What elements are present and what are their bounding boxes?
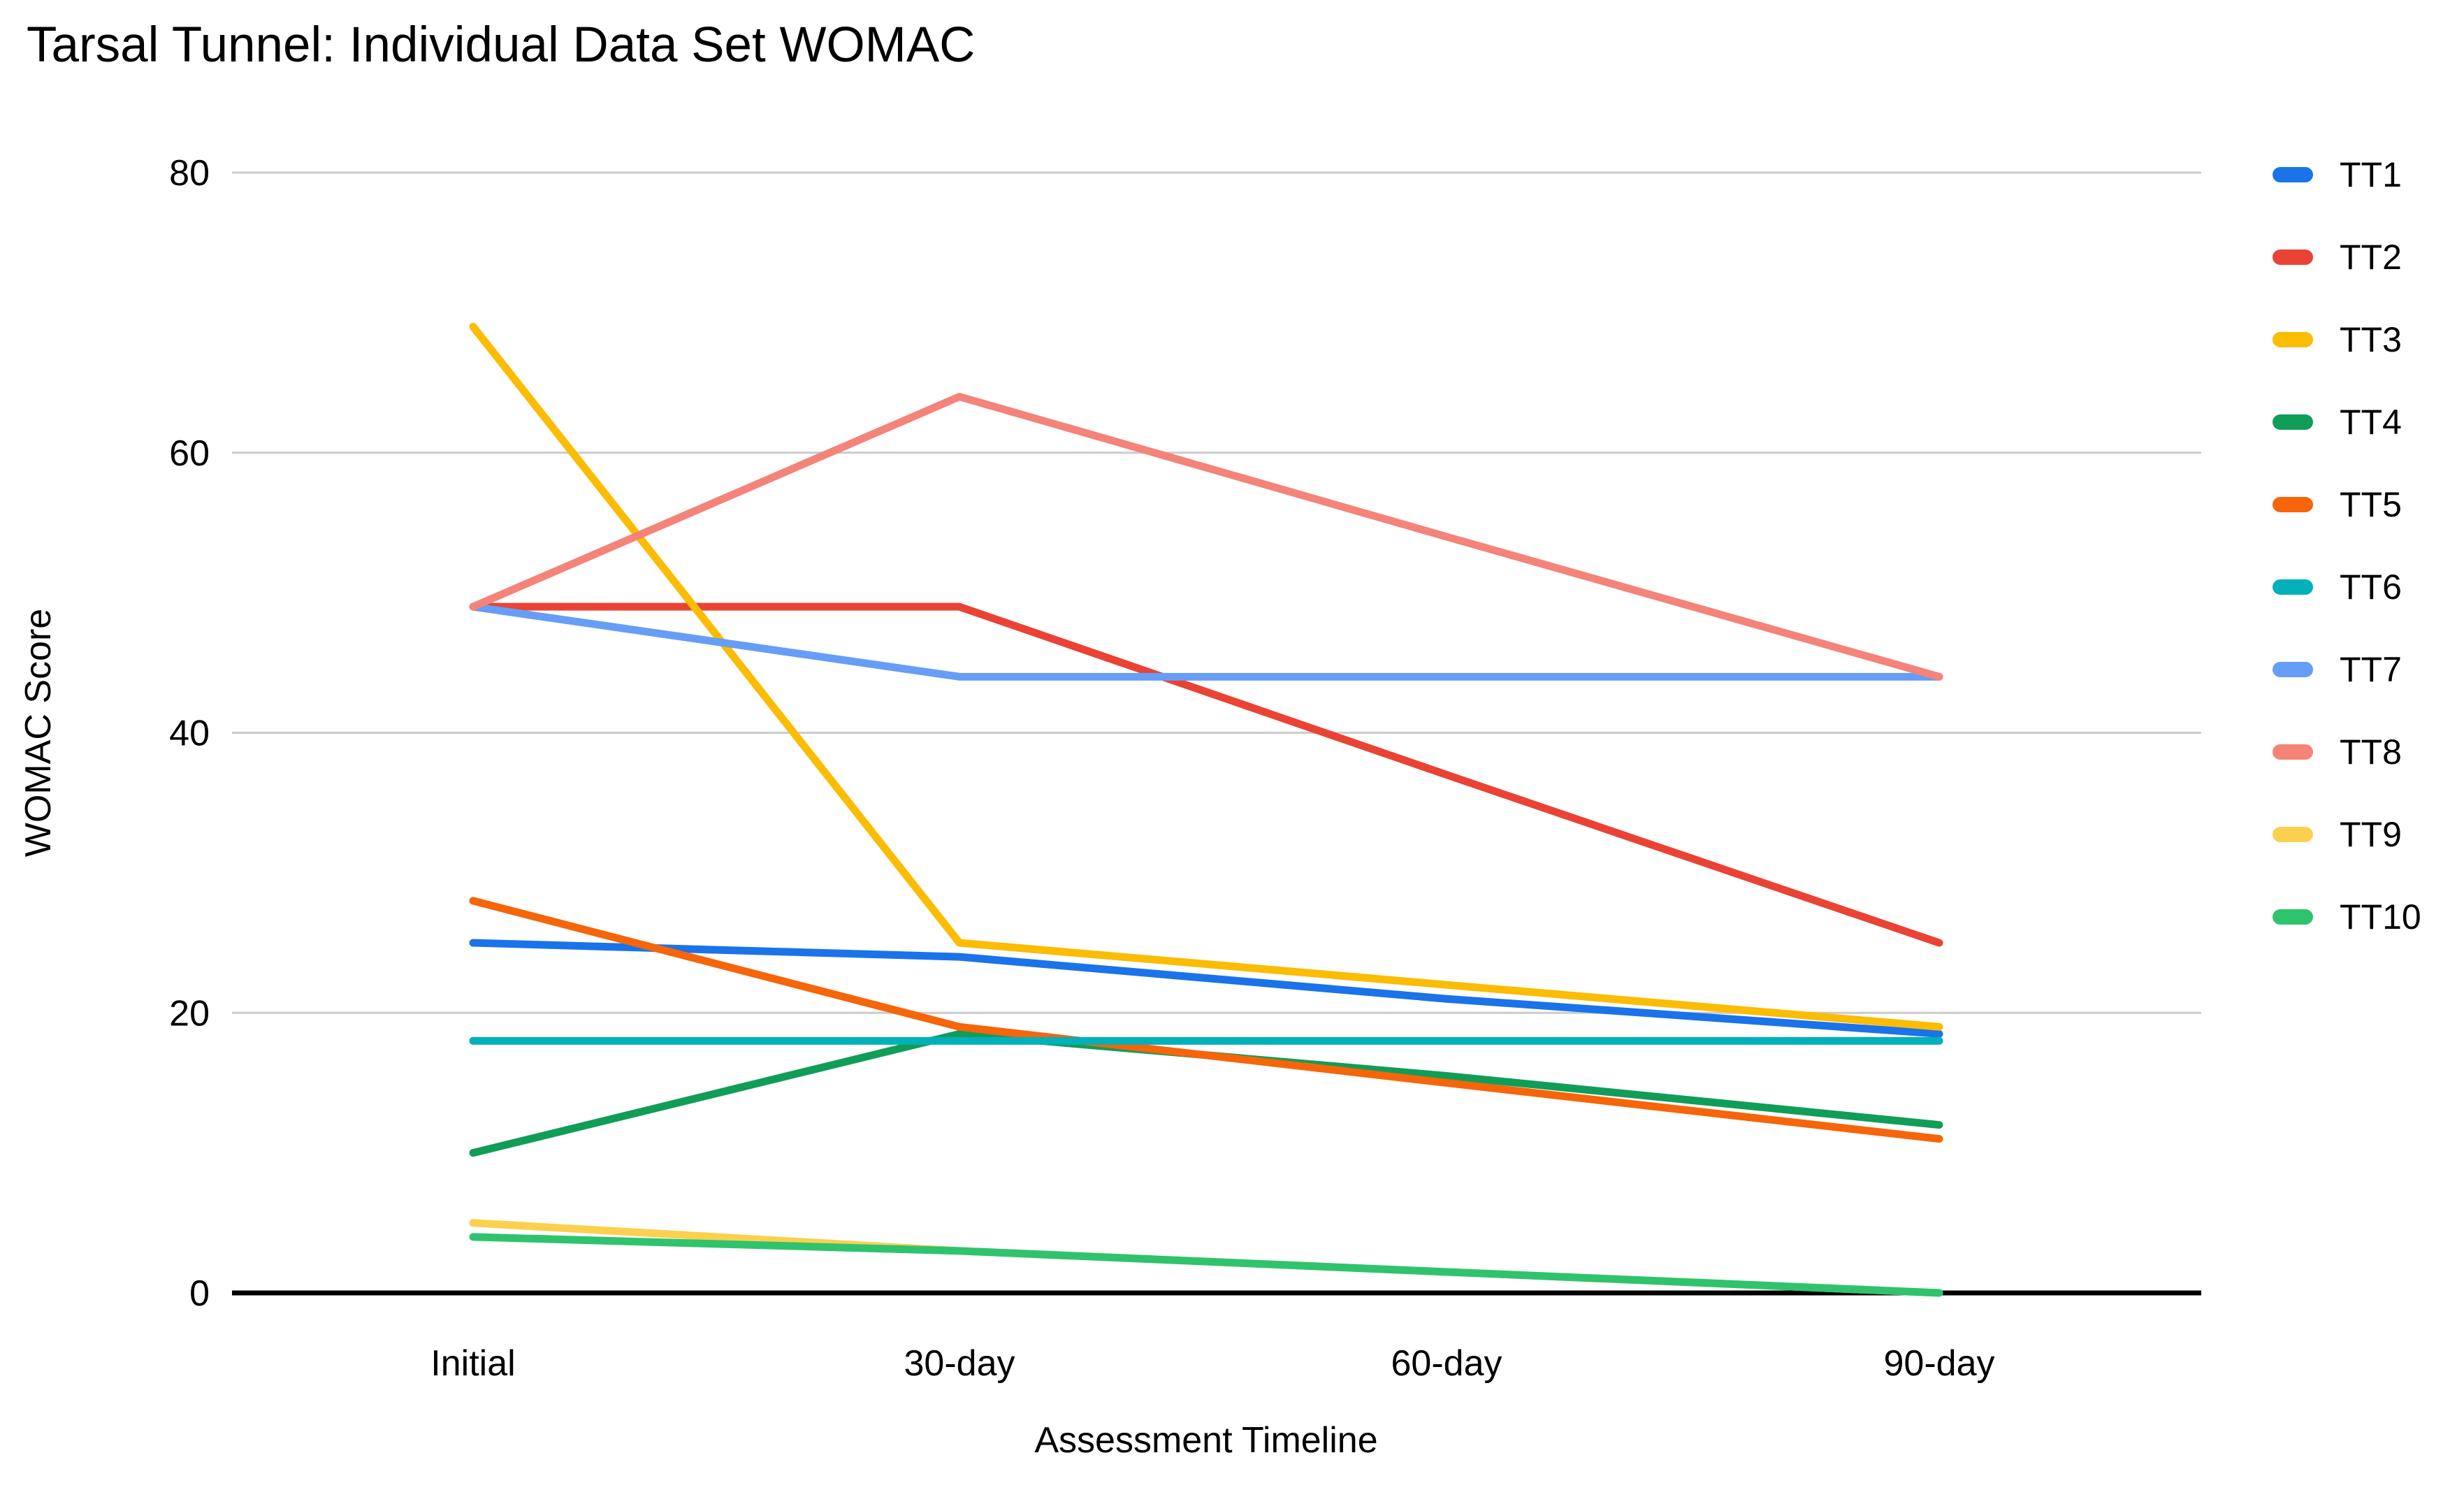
x-tick-label-60-day: 60-day [1391, 1343, 1502, 1384]
series-line-TT7 [469, 602, 1943, 681]
legend-label-TT4: TT4 [2340, 403, 2402, 442]
series-line-TT3 [469, 322, 1943, 1031]
legend-label-TT9: TT9 [2340, 815, 2402, 854]
legend-label-TT6: TT6 [2340, 567, 2402, 607]
y-tick-label-20: 20 [169, 993, 210, 1034]
legend-swatch-TT9 [2273, 827, 2313, 842]
chart-title: Tarsal Tunnel: Individual Data Set WOMAC [27, 17, 976, 73]
legend-label-TT2: TT2 [2340, 238, 2402, 277]
legend-swatch-TT5 [2273, 497, 2313, 512]
y-tick-label-80: 80 [169, 153, 210, 194]
y-tick-label-60: 60 [169, 433, 210, 474]
series-line-TT5 [469, 897, 1943, 1143]
legend-label-TT3: TT3 [2340, 320, 2402, 359]
legend-swatch-TT1 [2273, 167, 2313, 182]
x-tick-label-90-day: 90-day [1884, 1343, 1995, 1384]
legend-swatch-TT10 [2273, 909, 2313, 925]
y-tick-label-0: 0 [189, 1273, 210, 1314]
legend-label-TT1: TT1 [2340, 155, 2402, 194]
series-line-TT1 [469, 939, 1943, 1038]
series-line-TT8 [469, 393, 1943, 681]
legend-label-TT10: TT10 [2340, 897, 2421, 936]
legend-swatch-TT8 [2273, 744, 2313, 760]
legend-label-TT5: TT5 [2340, 485, 2402, 524]
legend-swatch-TT6 [2273, 579, 2313, 595]
y-axis-title: WOMAC Score [18, 609, 59, 857]
y-tick-label-40: 40 [169, 714, 210, 754]
legend-label-TT7: TT7 [2340, 650, 2402, 689]
x-tick-label-Initial: Initial [430, 1343, 515, 1384]
legend-label-TT8: TT8 [2340, 732, 2402, 772]
series-line-TT10 [469, 1233, 1943, 1297]
x-axis-title: Assessment Timeline [1034, 1420, 1377, 1461]
legend-swatch-TT7 [2273, 662, 2313, 677]
legend-swatch-TT4 [2273, 414, 2313, 430]
legend-swatch-TT2 [2273, 249, 2313, 265]
legend-swatch-TT3 [2273, 332, 2313, 347]
x-tick-label-30-day: 30-day [904, 1343, 1015, 1384]
series-line-TT2 [469, 602, 1943, 947]
